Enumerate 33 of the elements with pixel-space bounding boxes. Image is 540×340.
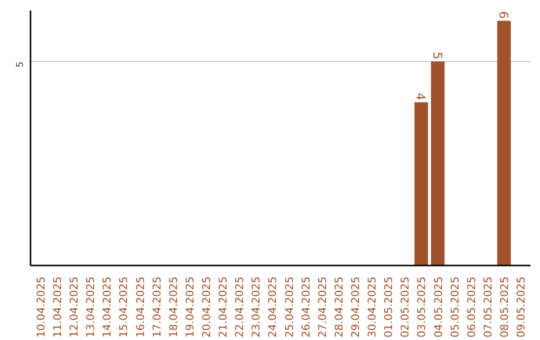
x-tick-label: 29.04.2025 — [349, 276, 362, 338]
x-tick-label: 09.05.2025 — [514, 276, 528, 338]
x-tick-label: 27.04.2025 — [316, 276, 329, 338]
data-label: 5 — [430, 52, 444, 60]
x-tick-label: 01.05.2025 — [382, 276, 396, 338]
x-tick-label: 12.04.2025 — [68, 276, 81, 338]
x-tick-label: 18.04.2025 — [166, 276, 180, 338]
x-tick-label: 08.05.2025 — [498, 276, 512, 338]
x-tick-label: 24.04.2025 — [266, 276, 280, 338]
x-tick-label: 17.04.2025 — [150, 276, 164, 338]
x-tick-label: 22.04.2025 — [233, 276, 246, 338]
x-tick-label: 10.04.2025 — [34, 276, 48, 338]
x-tick-label: 03.05.2025 — [415, 276, 428, 338]
x-tick-label: 19.04.2025 — [183, 276, 196, 338]
x-tick-label: 06.05.2025 — [464, 276, 478, 338]
x-tick-label: 28.04.2025 — [332, 276, 346, 338]
x-tick-label: 14.04.2025 — [100, 276, 114, 338]
x-tick-label: 26.04.2025 — [299, 276, 312, 338]
x-tick-label: 07.05.2025 — [481, 276, 494, 338]
x-tick-label: 30.04.2025 — [366, 276, 379, 338]
x-tick-label: 04.05.2025 — [432, 276, 445, 338]
x-tick-label: 05.05.2025 — [448, 276, 462, 338]
x-tick-label: 13.04.2025 — [84, 276, 98, 338]
x-tick-label: 02.05.2025 — [398, 276, 412, 338]
data-label: 6 — [496, 11, 511, 19]
x-tick-label: 21.04.2025 — [216, 276, 230, 338]
x-tick-label: 25.04.2025 — [282, 276, 296, 338]
x-tick-label: 16.04.2025 — [134, 276, 147, 338]
data-label: 4 — [414, 92, 428, 100]
x-tick-label: 11.04.2025 — [50, 276, 64, 338]
x-tick-label: 15.04.2025 — [117, 276, 130, 338]
x-tick-label: 20.04.2025 — [200, 276, 213, 338]
x-tick-label: 23.04.2025 — [250, 276, 263, 338]
